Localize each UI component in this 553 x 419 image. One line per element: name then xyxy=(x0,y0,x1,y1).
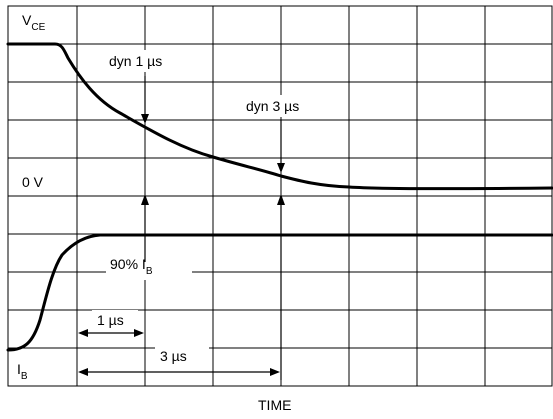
zero-v-label-bg xyxy=(18,172,52,192)
dyn3-marker-arrows xyxy=(277,120,285,380)
ib90-label: 90% IB xyxy=(110,256,153,277)
time-axis-label: TIME xyxy=(258,397,291,413)
ib90-label-bg xyxy=(106,252,192,280)
grid xyxy=(7,5,553,387)
dyn1-label: dyn 1 µs xyxy=(109,53,162,69)
t1-label: 1 µs xyxy=(97,312,124,328)
zero-v-label: 0 V xyxy=(22,174,44,190)
dyn1-label-bg xyxy=(104,50,186,72)
dyn3-label: dyn 3 µs xyxy=(246,98,299,114)
t3-label: 3 µs xyxy=(160,348,187,364)
dyn3-label-bg xyxy=(242,95,328,117)
ib-label-bg xyxy=(12,358,40,384)
t3-label-bg xyxy=(155,346,209,366)
t1-arrow xyxy=(78,329,144,337)
vce-curve xyxy=(6,42,553,191)
dyn1-marker-arrows xyxy=(141,76,149,262)
t1-label-bg xyxy=(92,310,138,330)
vce-label: VCE xyxy=(22,12,46,33)
t3-arrow xyxy=(78,368,280,376)
ib-curve xyxy=(6,233,553,352)
vce-label-bg xyxy=(18,8,54,34)
ib-label: IB xyxy=(17,361,28,382)
